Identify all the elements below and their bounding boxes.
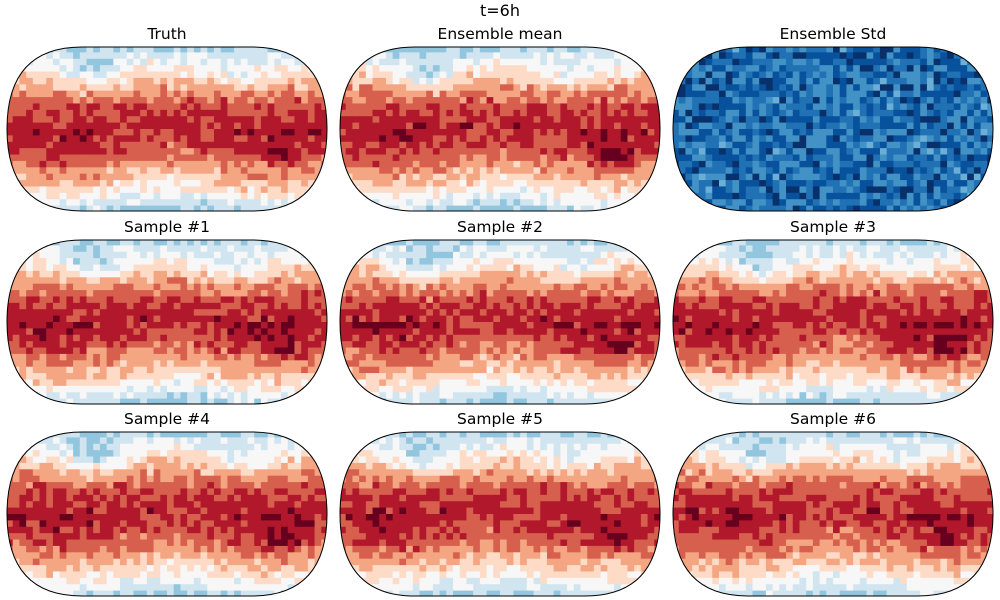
map-ensemble-mean	[339, 46, 661, 212]
map-ensemble-std	[672, 46, 994, 212]
map-field	[340, 432, 660, 596]
map-outline	[339, 46, 661, 212]
panel-title-ensemble-std: Ensemble Std	[779, 25, 887, 43]
map-outline	[6, 239, 328, 405]
panel-title-ensemble-mean: Ensemble mean	[437, 25, 563, 43]
map-field	[673, 432, 993, 596]
map-truth	[6, 46, 328, 212]
panel-title-sample-5: Sample #5	[457, 410, 543, 428]
map-sample-5	[339, 431, 661, 597]
map-outline	[339, 431, 661, 597]
map-field	[7, 47, 327, 211]
panel-title-sample-1: Sample #1	[124, 218, 210, 236]
map-outline	[6, 431, 328, 597]
map-outline	[339, 239, 661, 405]
figure-title: t=6h	[480, 1, 520, 20]
map-sample-4	[6, 431, 328, 597]
panel-title-truth: Truth	[147, 25, 187, 43]
map-outline	[672, 239, 994, 405]
map-field	[7, 240, 327, 404]
map-outline	[672, 431, 994, 597]
map-sample-6	[672, 431, 994, 597]
panel-title-sample-6: Sample #6	[790, 410, 876, 428]
map-sample-3	[672, 239, 994, 405]
map-field	[340, 47, 660, 211]
map-outline	[6, 46, 328, 212]
panel-title-sample-4: Sample #4	[124, 410, 210, 428]
map-outline	[672, 46, 994, 212]
panel-title-sample-2: Sample #2	[457, 218, 543, 236]
map-sample-2	[339, 239, 661, 405]
map-field	[673, 47, 993, 211]
map-sample-1	[6, 239, 328, 405]
map-field	[7, 432, 327, 596]
map-field	[340, 240, 660, 404]
map-field	[673, 240, 993, 404]
panel-title-sample-3: Sample #3	[790, 218, 876, 236]
